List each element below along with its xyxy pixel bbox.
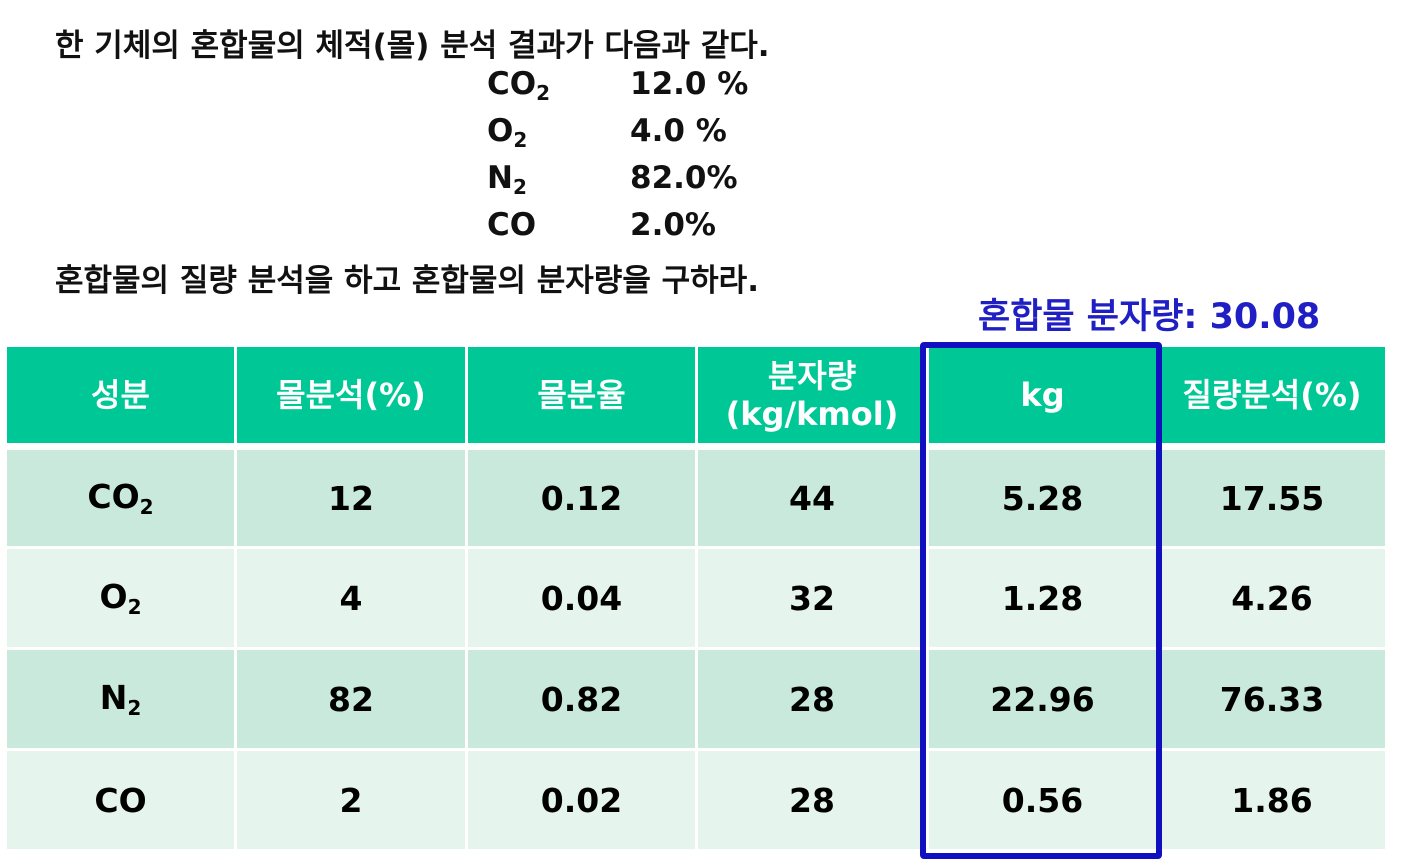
formula-base: N: [99, 678, 128, 717]
formula-base: CO: [487, 207, 537, 243]
table-cell: 17.55: [1159, 450, 1385, 546]
formula-subscript: 2: [536, 81, 551, 105]
cell-text: 0.04: [540, 578, 623, 618]
cell-text: 0.12: [540, 478, 623, 518]
table-cell: 76.33: [1159, 650, 1385, 748]
table-cell: 5.28: [929, 450, 1156, 546]
gas-formula: O2: [487, 113, 527, 152]
formula-base: O: [99, 577, 128, 616]
cell-text: 0.82: [540, 679, 623, 719]
table-cell: 0.04: [468, 549, 695, 647]
header-cell: 몰분율: [468, 347, 695, 443]
header-text: 질량분석(%): [1182, 376, 1362, 414]
cell-text: 12: [328, 478, 374, 518]
gas-formula: CO: [487, 207, 536, 243]
formula-subscript: 2: [139, 495, 154, 519]
formula: N2: [100, 678, 142, 720]
gas-formula: N2: [487, 160, 527, 199]
table-cell: 1.86: [1159, 751, 1385, 849]
cell-text: 1.86: [1231, 780, 1313, 820]
gas-formula: CO2: [487, 66, 550, 105]
cell-text: 28: [789, 780, 835, 820]
table-cell: 2: [237, 751, 465, 849]
formula-subscript: 2: [127, 696, 142, 720]
gas-value: 4.0 %: [630, 113, 727, 149]
cell-text: 0.56: [1001, 780, 1084, 820]
table-cell: 0.12: [468, 450, 695, 546]
gas-value: 2.0%: [630, 207, 716, 243]
table-cell: 44: [698, 450, 926, 546]
formula: CO: [94, 781, 146, 820]
table-cell: 28: [698, 650, 926, 748]
table-cell: 22.96: [929, 650, 1156, 748]
cell-text: 17.55: [1219, 478, 1325, 518]
cell-text: 0.02: [540, 780, 623, 820]
cell-text: 76.33: [1219, 679, 1325, 719]
table-cell: CO: [7, 751, 234, 849]
table-cell: 0.56: [929, 751, 1156, 849]
table-cell: CO2: [7, 450, 234, 546]
formula: CO2: [87, 477, 153, 519]
table-cell: 82: [237, 650, 465, 748]
formula-subscript: 2: [513, 128, 528, 152]
gas-value: 82.0%: [630, 160, 738, 196]
header-text: kg: [1020, 376, 1065, 414]
formula-base: O: [487, 113, 514, 149]
cell-text: 82: [328, 679, 374, 719]
header-cell: kg: [929, 347, 1156, 443]
formula-subscript: 2: [127, 595, 142, 619]
table-cell: 1.28: [929, 549, 1156, 647]
cell-text: 2: [339, 780, 363, 820]
table-cell: 12: [237, 450, 465, 546]
formula-base: CO: [87, 477, 140, 516]
header-cell: 성분: [7, 347, 234, 443]
formula: O2: [100, 577, 142, 619]
table-cell: 0.82: [468, 650, 695, 748]
header-cell: 질량분석(%): [1159, 347, 1385, 443]
annotation: 혼합물 분자량: 30.08: [978, 297, 1321, 337]
table-cell: 28: [698, 751, 926, 849]
header-text: (kg/kmol): [725, 395, 899, 433]
cell-text: 28: [789, 679, 835, 719]
formula-subscript: 2: [512, 175, 527, 199]
problem-line: 한 기체의 혼합물의 체적(몰) 분석 결과가 다음과 같다.: [55, 28, 770, 64]
table-cell: O2: [7, 549, 234, 647]
table-cell: 32: [698, 549, 926, 647]
header-text: 몰분율: [537, 376, 626, 414]
cell-text: 1.28: [1001, 578, 1084, 618]
cell-text: 22.96: [990, 679, 1095, 719]
cell-text: 5.28: [1001, 478, 1084, 518]
cell-text: 32: [789, 578, 835, 618]
table-cell: 4.26: [1159, 549, 1385, 647]
header-cell: 몰분석(%): [237, 347, 465, 443]
cell-text: 44: [789, 478, 835, 518]
header-cell: 분자량 (kg/kmol): [698, 347, 926, 443]
gas-value: 12.0 %: [630, 66, 749, 102]
cell-text: 4.26: [1231, 578, 1313, 618]
header-text: 성분: [91, 376, 150, 414]
problem-line: 혼합물의 질량 분석을 하고 혼합물의 분자량을 구하라.: [55, 263, 759, 299]
table-cell: 4: [237, 549, 465, 647]
formula-base: N: [487, 160, 513, 196]
cell-text: 4: [339, 578, 363, 618]
header-text: 분자량: [767, 357, 857, 395]
highlight-box: [920, 342, 1162, 859]
formula-base: CO: [487, 66, 537, 102]
table-cell: N2: [7, 650, 234, 748]
header-text: 몰분석(%): [276, 376, 426, 414]
formula-base: CO: [94, 780, 147, 820]
table-cell: 0.02: [468, 751, 695, 849]
